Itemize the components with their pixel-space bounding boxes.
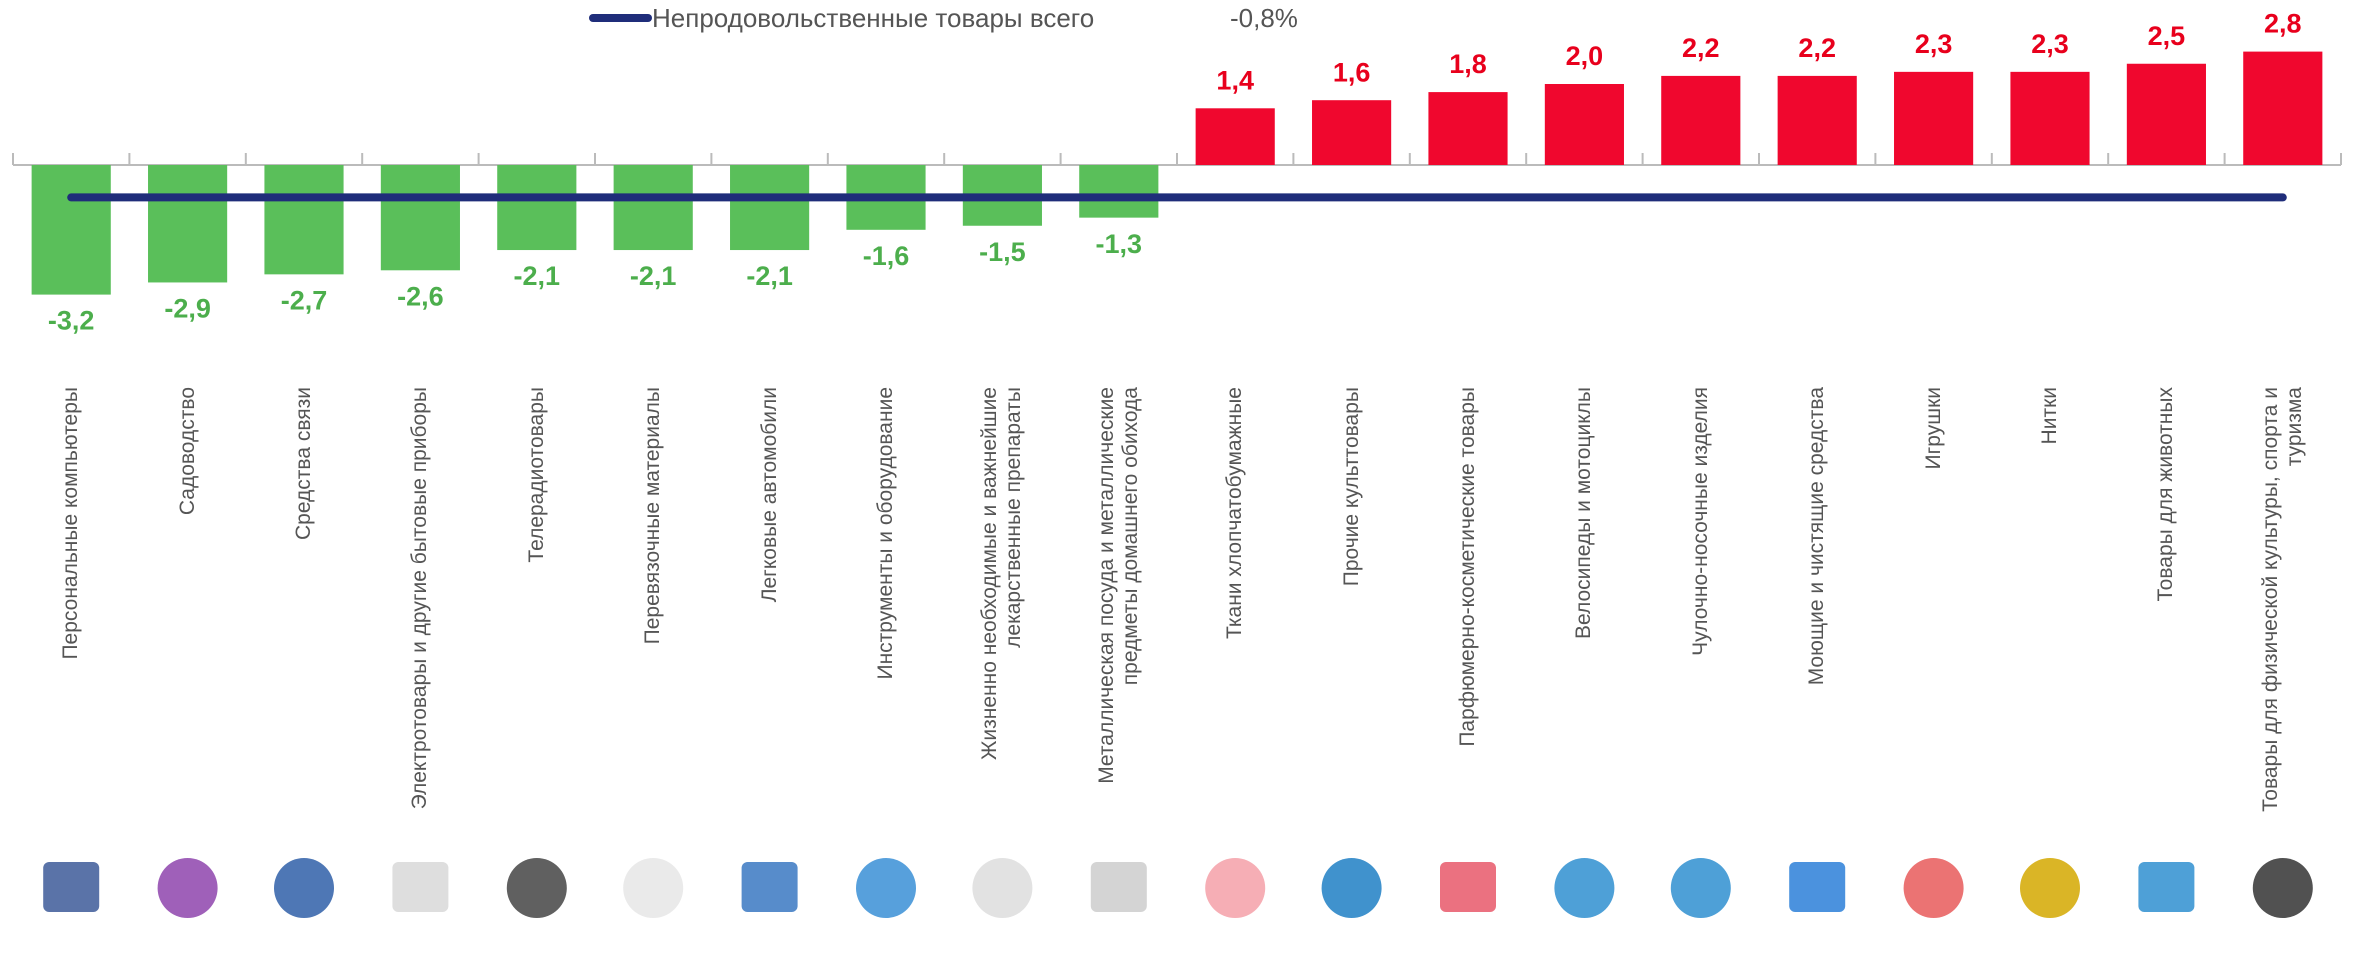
bar	[1312, 100, 1391, 165]
bar	[1196, 108, 1275, 165]
category-icon	[507, 858, 567, 918]
x-tick-label: Нитки	[2038, 387, 2062, 817]
category-icon	[856, 858, 916, 918]
bar	[1661, 76, 1740, 165]
x-tick-label: Легковые автомобили	[758, 387, 782, 817]
x-tick-label: Металлическая посуда и металлические пре…	[1095, 387, 1143, 817]
x-tick-label: Садоводство	[176, 387, 200, 817]
data-label: 2,2	[1798, 33, 1836, 63]
x-tick-label: Электротовары и другие бытовые приборы	[408, 387, 432, 817]
category-icon	[274, 858, 334, 918]
x-tick-label: Инструменты и оборудование	[874, 387, 898, 817]
x-tick-label: Ткани хлопчатобумажные	[1223, 387, 1247, 817]
data-label: -2,1	[514, 261, 561, 291]
category-icon	[1671, 858, 1731, 918]
x-tick-label: Моющие и чистящие средства	[1805, 387, 1829, 817]
x-tick-label: Товары для животных	[2154, 387, 2178, 817]
bar	[2127, 64, 2206, 165]
category-icon	[1554, 858, 1614, 918]
bar	[264, 165, 343, 274]
bar	[148, 165, 227, 282]
data-label: 2,3	[1915, 29, 1953, 59]
data-label: -2,1	[630, 261, 677, 291]
category-icon	[2020, 858, 2080, 918]
data-label: -1,3	[1096, 229, 1143, 259]
category-icon	[158, 858, 218, 918]
data-label: -3,2	[48, 306, 95, 336]
bar	[1894, 72, 1973, 165]
legend-value: -0,8%	[1230, 3, 1298, 33]
data-label: 2,8	[2264, 9, 2302, 39]
page: Непродовольственные товары всего -0,8% -…	[0, 0, 2356, 961]
x-tick-label: Велосипеды и мотоциклы	[1572, 387, 1596, 817]
data-label: 2,2	[1682, 33, 1720, 63]
bar	[381, 165, 460, 270]
category-icon	[1091, 862, 1147, 912]
chart: Непродовольственные товары всего -0,8% -…	[0, 0, 2356, 961]
bar	[614, 165, 693, 250]
x-tick-label: Парфюмерно-косметические товары	[1456, 387, 1480, 817]
x-tick-label: Перевязочные материалы	[641, 387, 665, 817]
category-icon	[623, 858, 683, 918]
category-icon	[1789, 862, 1845, 912]
category-icon	[1322, 858, 1382, 918]
data-label: 1,8	[1449, 49, 1487, 79]
x-tick-label: Игрушки	[1922, 387, 1946, 817]
data-label: -2,1	[746, 261, 793, 291]
data-label: -1,6	[863, 241, 910, 271]
category-icon	[392, 862, 448, 912]
category-icon	[43, 862, 99, 912]
data-label: -2,7	[281, 285, 328, 315]
bar	[730, 165, 809, 250]
data-label: -1,5	[979, 237, 1026, 267]
category-icon	[742, 862, 798, 912]
category-icon	[972, 858, 1032, 918]
x-tick-label: Товары для физической культуры, спорта и…	[2259, 387, 2307, 817]
category-icon	[2138, 862, 2194, 912]
x-tick-label: Прочие культтовары	[1340, 387, 1364, 817]
bar	[2243, 52, 2322, 165]
bar	[1079, 165, 1158, 218]
data-label: 2,3	[2031, 29, 2069, 59]
bar	[1545, 84, 1624, 165]
data-label: 1,4	[1216, 65, 1254, 95]
x-tick-label: Персональные компьютеры	[59, 387, 83, 817]
bar	[2010, 72, 2089, 165]
bar	[497, 165, 576, 250]
category-icon	[1440, 862, 1496, 912]
bar	[1428, 92, 1507, 165]
x-tick-label: Чулочно-носочные изделия	[1689, 387, 1713, 817]
data-label: 2,0	[1566, 41, 1604, 71]
category-icon	[2253, 858, 2313, 918]
bar	[1778, 76, 1857, 165]
x-tick-label: Телерадиотовары	[525, 387, 549, 817]
bar	[32, 165, 111, 295]
legend-label: Непродовольственные товары всего	[652, 3, 1094, 33]
data-label: 1,6	[1333, 57, 1371, 87]
category-icon	[1205, 858, 1265, 918]
data-label: -2,6	[397, 281, 444, 311]
category-icon	[1904, 858, 1964, 918]
x-tick-label: Средства связи	[292, 387, 316, 817]
data-label: 2,5	[2148, 21, 2186, 51]
data-label: -2,9	[164, 294, 211, 324]
x-tick-label: Жизненно необходимые и важнейшие лекарст…	[978, 387, 1026, 817]
